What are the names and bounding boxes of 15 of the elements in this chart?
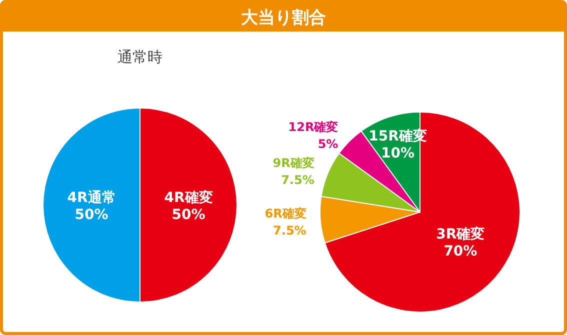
slice-label: 6R確変 [264,206,306,221]
slice-label: 9R確変 [272,156,314,170]
slice-label: 4R確変 [164,189,213,206]
data-label: 7.5% [281,172,314,187]
chart-subtitle: 通常時 [118,48,162,66]
data-label: 7.5% [273,224,306,238]
data-label: 70% [444,243,478,260]
text: 大当り割合 [241,8,326,28]
slice-label: 12R確変 [288,120,338,134]
data-label: 10% [380,146,415,162]
slice-label: 4R通常 [67,189,116,206]
slice-label: 3R確変 [436,225,485,242]
data-label: 5% [318,137,338,152]
data-label: 50% [74,207,108,223]
data-label: 50% [172,207,206,223]
